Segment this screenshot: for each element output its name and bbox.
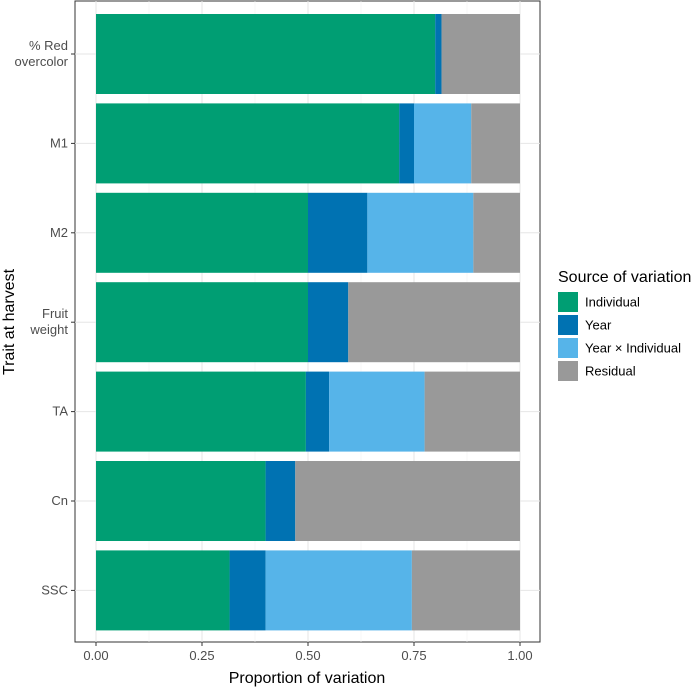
bar-segment: [96, 461, 266, 541]
x-tick-label: 0.75: [401, 648, 426, 663]
bar-segment: [435, 14, 442, 94]
x-tick-label: 0.00: [83, 648, 108, 663]
legend-label: Residual: [585, 364, 636, 379]
bar-segment: [96, 282, 308, 363]
bar-segment: [473, 192, 520, 273]
legend-label: Year × Individual: [585, 341, 681, 356]
bars: [96, 14, 520, 631]
bar-segment: [471, 103, 520, 184]
y-tick-label: M2: [50, 225, 68, 240]
legend-title: Source of variation: [558, 269, 691, 286]
bar-segment: [424, 371, 520, 452]
bar-segment: [265, 550, 412, 631]
legend-swatch: [558, 338, 578, 358]
y-tick-label: Cn: [51, 493, 68, 508]
bar-segment: [229, 550, 266, 631]
legend-swatch: [558, 292, 578, 312]
bar-segment: [295, 461, 520, 541]
y-axis-title: Trait at harvest: [1, 268, 18, 375]
bar-segment: [308, 282, 349, 363]
bar-segment: [305, 371, 330, 452]
legend-label: Year: [585, 318, 612, 333]
y-tick-label: weight: [29, 322, 68, 337]
bar-segment: [414, 103, 472, 184]
bar-segment: [399, 103, 414, 184]
bar-segment: [96, 371, 306, 452]
y-tick-label: overcolor: [15, 54, 69, 69]
x-tick-label: 0.25: [189, 648, 214, 663]
y-tick-label: % Red: [29, 38, 68, 53]
x-tick-label: 1.00: [507, 648, 532, 663]
y-tick-label: TA: [52, 404, 68, 419]
bar-segment: [348, 282, 520, 363]
bar-segment: [96, 550, 230, 631]
y-tick-label: SSC: [41, 582, 68, 597]
bar-segment: [441, 14, 520, 94]
x-axis-title: Proportion of variation: [229, 670, 386, 687]
bar-segment: [329, 371, 425, 452]
bar-segment: [367, 192, 474, 273]
bar-segment: [308, 192, 368, 273]
bar-segment: [96, 14, 436, 94]
bar-segment: [411, 550, 520, 631]
x-axis: 0.00 0.25 0.50 0.75 1.00: [83, 642, 533, 663]
legend: Source of variation Individual Year Year ×…: [558, 269, 691, 381]
bar-segment: [96, 192, 308, 273]
legend-swatch: [558, 361, 578, 381]
bar-segment: [265, 461, 296, 541]
y-tick-label: Fruit: [42, 306, 68, 321]
x-tick-label: 0.50: [295, 648, 320, 663]
legend-label: Individual: [585, 295, 640, 310]
bar-segment: [96, 103, 400, 184]
legend-swatch: [558, 315, 578, 335]
y-tick-label: M1: [50, 135, 68, 150]
